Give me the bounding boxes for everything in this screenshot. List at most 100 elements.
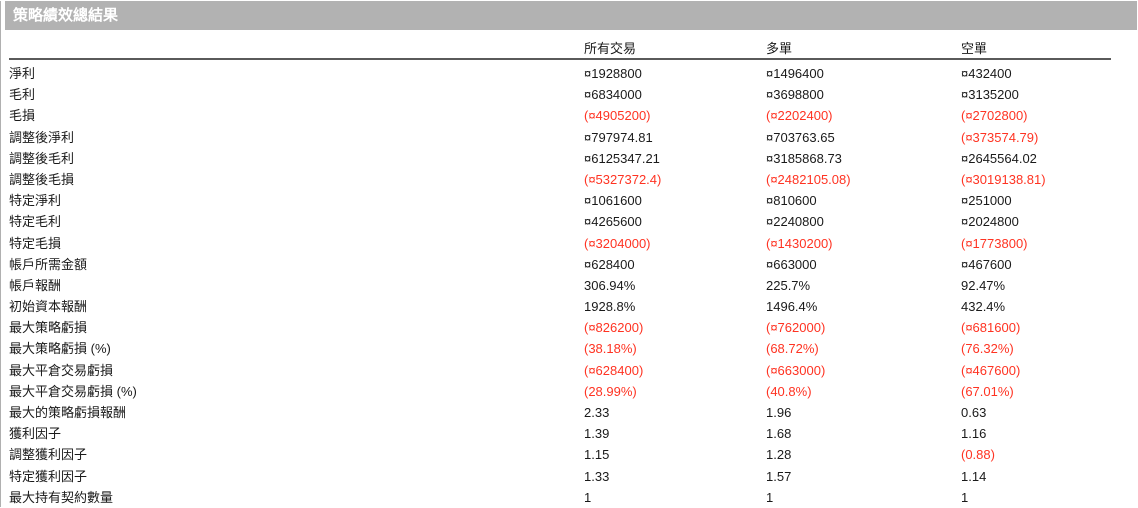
value-cell: ¤3185868.73 xyxy=(766,150,842,166)
table-row: 最大平倉交易虧損 (¤628400) (¤663000) (¤467600) xyxy=(9,360,1111,381)
row-label: 特定毛損 xyxy=(9,235,62,251)
row-label: 獲利因子 xyxy=(9,426,62,442)
value-cell: 2.33 xyxy=(584,405,610,420)
row-label: 調整後毛利 xyxy=(9,150,75,166)
column-header-all-trades: 所有交易 xyxy=(584,41,637,56)
table-row: 獲利因子 1.39 1.68 1.16 xyxy=(9,423,1111,444)
value-cell: ¤1496400 xyxy=(766,66,824,81)
header-divider xyxy=(9,58,1111,60)
row-label: 毛損 xyxy=(9,108,36,124)
value-cell: 1 xyxy=(584,489,592,505)
value-cell: (28.99%) xyxy=(584,383,637,399)
table-row: 最大策略虧損 (%) (38.18%) (68.72%) (76.32%) xyxy=(9,338,1111,359)
value-cell: ¤3698800 xyxy=(766,87,824,103)
value-cell: 225.7% xyxy=(766,277,811,293)
table-row: 調整獲利因子 1.15 1.28 (0.88) xyxy=(9,444,1111,465)
value-cell: ¤432400 xyxy=(961,66,1012,81)
value-cell: 1 xyxy=(766,489,774,505)
performance-table: 所有交易 多單 空單 淨利 ¤1928800 ¤1496400 ¤432400 毛利 ¤6… xyxy=(1,30,1137,508)
value-cell: 1 xyxy=(961,489,969,505)
table-row: 最大的策略虧損報酬 2.33 1.96 0.63 xyxy=(9,402,1111,423)
value-cell: 432.4% xyxy=(961,299,1006,315)
value-cell: 0.63 xyxy=(961,405,987,420)
table-body: 淨利 ¤1928800 ¤1496400 ¤432400 毛利 ¤6834000 ¤3698… xyxy=(9,63,1137,508)
section-title-bar: 策略績效總結果 xyxy=(5,1,1137,30)
row-label: 調整獲利因子 xyxy=(9,447,88,463)
row-label: 最大的策略虧損報酬 xyxy=(9,405,127,420)
table-row: 帳戶所需金額 ¤628400 ¤663000 ¤467600 xyxy=(9,254,1111,275)
value-cell: 1.16 xyxy=(961,426,987,442)
value-cell: ¤2645564.02 xyxy=(961,150,1037,166)
column-header-short: 空單 xyxy=(961,41,988,56)
table-header-row: 所有交易 多單 空單 xyxy=(9,38,1111,58)
row-label: 最大平倉交易虧損 xyxy=(9,362,114,378)
row-label: 特定淨利 xyxy=(9,193,62,209)
value-cell: (76.32%) xyxy=(961,341,1014,357)
table-row: 特定毛損 (¤3204000) (¤1430200) (¤1773800) xyxy=(9,233,1111,254)
table-row: 最大平倉交易虧損 (%) (28.99%) (40.8%) (67.01%) xyxy=(9,381,1111,402)
value-cell: ¤2240800 xyxy=(766,214,824,230)
value-cell: 1928.8% xyxy=(584,299,636,315)
value-cell: 1.33 xyxy=(584,468,610,484)
row-label: 帳戶所需金額 xyxy=(9,256,88,272)
value-cell: (40.8%) xyxy=(766,383,812,399)
value-cell: ¤4265600 xyxy=(584,214,642,230)
value-cell: 1.28 xyxy=(766,447,792,463)
value-cell: 1.57 xyxy=(766,468,792,484)
value-cell: 306.94% xyxy=(584,277,636,293)
value-cell: ¤663000 xyxy=(766,256,817,272)
value-cell: 1.15 xyxy=(584,447,610,463)
value-cell: (¤2202400) xyxy=(766,108,833,124)
row-label: 最大平倉交易虧損 (%) xyxy=(9,383,137,399)
value-cell: ¤251000 xyxy=(961,193,1012,209)
value-cell: (0.88) xyxy=(961,447,995,463)
table-row: 最大策略虧損 (¤826200) (¤762000) (¤681600) xyxy=(9,317,1111,338)
value-cell: 1.39 xyxy=(584,426,610,442)
value-cell: (¤2702800) xyxy=(961,108,1028,124)
table-row: 調整後毛利 ¤6125347.21 ¤3185868.73 ¤2645564.02 xyxy=(9,148,1111,169)
value-cell: ¤797974.81 xyxy=(584,129,653,145)
value-cell: (¤373574.79) xyxy=(961,129,1039,145)
value-cell: (38.18%) xyxy=(584,341,637,357)
table-row: 最大持有契約數量 1 1 1 xyxy=(9,487,1111,508)
value-cell: 1496.4% xyxy=(766,299,818,315)
value-cell: ¤3135200 xyxy=(961,87,1019,103)
value-cell: ¤467600 xyxy=(961,256,1012,272)
value-cell: ¤6125347.21 xyxy=(584,150,660,166)
section-title: 策略績效總結果 xyxy=(13,7,119,24)
row-label: 淨利 xyxy=(9,66,36,81)
value-cell: 1.14 xyxy=(961,468,987,484)
value-cell: (¤826200) xyxy=(584,320,644,336)
row-label-column-spacer xyxy=(9,38,584,58)
table-row: 毛損 (¤4905200) (¤2202400) (¤2702800) xyxy=(9,105,1111,126)
row-label: 特定毛利 xyxy=(9,214,62,230)
value-cell: (¤3204000) xyxy=(584,235,651,251)
column-header-long: 多單 xyxy=(766,41,793,56)
table-row: 特定淨利 ¤1061600 ¤810600 ¤251000 xyxy=(9,190,1111,211)
value-cell: (¤1773800) xyxy=(961,235,1028,251)
value-cell: ¤1061600 xyxy=(584,193,642,209)
value-cell: (¤1430200) xyxy=(766,235,833,251)
value-cell: 1.68 xyxy=(766,426,792,442)
value-cell: (¤2482105.08) xyxy=(766,171,851,187)
table-row: 調整後毛損 (¤5327372.4) (¤2482105.08) (¤3019138.… xyxy=(9,169,1111,190)
value-cell: (¤5327372.4) xyxy=(584,171,662,187)
table-row: 調整後淨利 ¤797974.81 ¤703763.65 (¤373574.79) xyxy=(9,127,1111,148)
value-cell: ¤810600 xyxy=(766,193,817,209)
value-cell: ¤703763.65 xyxy=(766,129,835,145)
row-label: 毛利 xyxy=(9,87,36,103)
row-label: 初始資本報酬 xyxy=(9,299,88,315)
value-cell: (68.72%) xyxy=(766,341,819,357)
value-cell: (¤762000) xyxy=(766,320,826,336)
value-cell: (67.01%) xyxy=(961,383,1014,399)
row-label: 特定獲利因子 xyxy=(9,468,88,484)
row-label: 最大策略虧損 (%) xyxy=(9,341,111,357)
value-cell: (¤663000) xyxy=(766,362,826,378)
value-cell: ¤2024800 xyxy=(961,214,1019,230)
value-cell: (¤3019138.81) xyxy=(961,171,1046,187)
table-row: 特定毛利 ¤4265600 ¤2240800 ¤2024800 xyxy=(9,211,1111,232)
value-cell: (¤628400) xyxy=(584,362,644,378)
value-cell: (¤467600) xyxy=(961,362,1021,378)
row-label: 調整後毛損 xyxy=(9,171,75,187)
